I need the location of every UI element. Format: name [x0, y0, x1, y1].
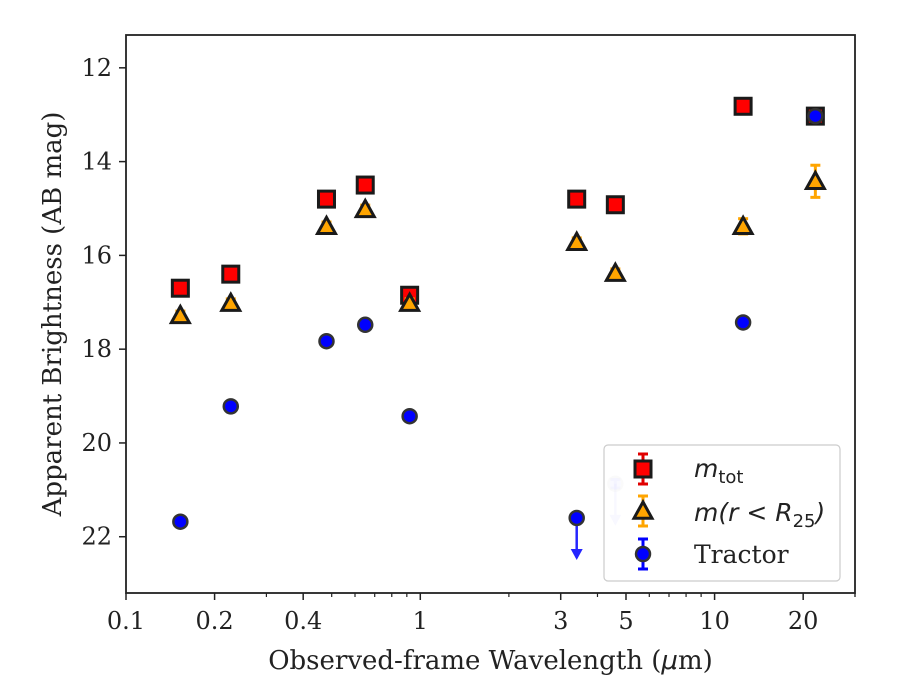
x-tick-label: 3: [553, 607, 568, 635]
triangle-marker: [314, 214, 339, 236]
series-circle: [172, 107, 824, 560]
data-point: [401, 407, 418, 425]
triangle-marker: [803, 169, 827, 190]
square-marker: [316, 189, 336, 209]
y-axis-label: Apparent Brightness (AB mag): [38, 112, 68, 518]
data-point: [318, 332, 335, 350]
plot-frame: [125, 34, 856, 594]
data-point: [170, 278, 190, 298]
circle-marker: [318, 332, 335, 350]
data-point: [633, 459, 653, 479]
legend-marker-square: [633, 452, 653, 486]
data-point: [634, 545, 652, 563]
x-axis-ticks: 0.1 0.2 0.4 1 3 5 10 20: [107, 593, 856, 635]
data-point: [221, 264, 241, 284]
square-marker: [733, 96, 753, 116]
data-marks: [168, 96, 827, 560]
data-point: [314, 214, 339, 236]
y-tick-label: 22: [81, 523, 112, 551]
data-point: [168, 303, 192, 325]
y-tick-label: 14: [81, 148, 112, 176]
x-tick-label: 20: [788, 607, 819, 635]
circle-marker: [401, 407, 418, 425]
y-tick-label: 16: [81, 241, 112, 269]
square-marker: [170, 278, 190, 298]
square-marker: [355, 175, 375, 195]
x-axis-label: Observed-frame Wavelength (μm): [268, 646, 713, 676]
legend-box: [603, 444, 841, 582]
data-point: [356, 316, 374, 334]
data-point: [605, 195, 625, 215]
legend: mtot m(r < R25) Tractor: [603, 444, 841, 582]
triangle-marker: [398, 291, 422, 312]
triangle-marker: [631, 498, 655, 520]
data-point: [353, 197, 377, 219]
legend-markers: [631, 452, 655, 571]
data-point: [565, 230, 589, 251]
circle-marker: [568, 509, 585, 527]
circle-marker: [222, 398, 240, 415]
y-axis-ticks: 12 14 16 18 20 22: [81, 54, 126, 551]
data-point: [734, 314, 752, 331]
triangle-marker: [565, 230, 589, 251]
legend-label-mtot: mtot: [694, 454, 744, 488]
data-point: [398, 291, 422, 312]
data-point: [733, 96, 753, 116]
x-tick-label: 1: [413, 607, 428, 635]
x-tick-label: 10: [699, 607, 730, 635]
data-point: [222, 398, 240, 415]
circle-marker: [634, 545, 652, 563]
square-marker: [633, 459, 653, 479]
data-point: [316, 189, 336, 209]
data-point: [603, 261, 627, 282]
square-marker: [221, 264, 241, 284]
series-triangle: [168, 163, 827, 325]
x-tick-label: 0.2: [196, 607, 234, 635]
legend-marker-circle: [634, 537, 652, 571]
circle-marker: [807, 107, 824, 125]
circle-marker: [172, 513, 189, 530]
circle-marker: [356, 316, 374, 334]
triangle-marker: [603, 261, 627, 282]
triangle-marker: [219, 291, 243, 312]
triangle-marker: [168, 303, 192, 325]
x-tick-label: 5: [618, 607, 633, 635]
arrow-head: [570, 548, 583, 560]
data-point: [803, 169, 827, 190]
data-point: [219, 291, 243, 312]
data-point: [807, 107, 824, 125]
data-point: [355, 175, 375, 195]
legend-label-tractor: Tractor: [694, 540, 789, 569]
data-point: [172, 513, 189, 530]
x-tick-label: 0.4: [284, 607, 322, 635]
square-marker: [567, 189, 587, 209]
circle-marker: [734, 314, 752, 331]
data-point: [567, 189, 587, 209]
square-marker: [605, 195, 625, 215]
data-point: [731, 214, 755, 236]
legend-label-mr25: m(r < R25): [694, 498, 825, 532]
x-tick-label: 0.1: [107, 607, 145, 635]
triangle-marker: [731, 214, 755, 236]
y-tick-label: 12: [81, 54, 112, 82]
y-tick-label: 18: [81, 335, 112, 363]
data-point: [568, 509, 585, 527]
legend-marker-triangle: [631, 494, 655, 528]
data-point: [631, 498, 655, 520]
y-tick-label: 20: [81, 429, 112, 457]
triangle-marker: [353, 197, 377, 219]
